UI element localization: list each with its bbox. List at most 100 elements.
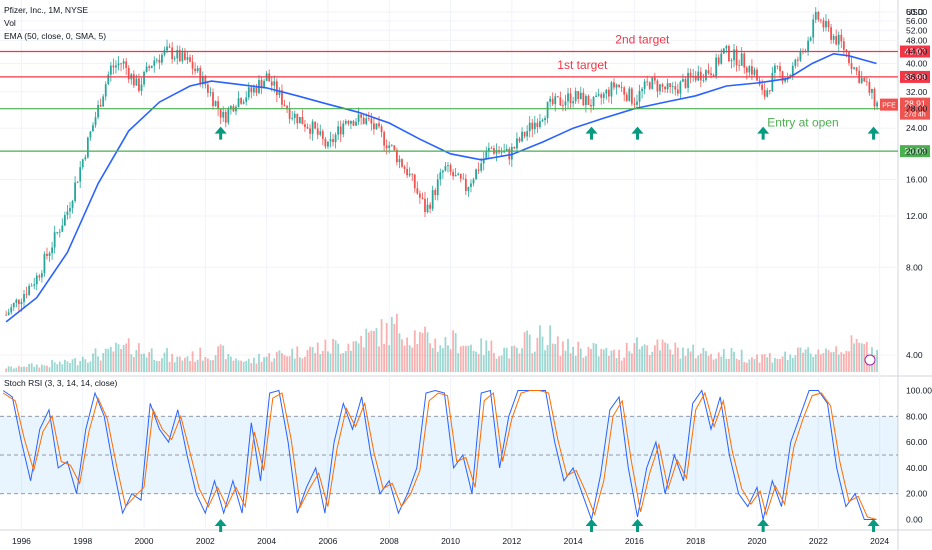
x-tick-label: 2000 [135, 536, 154, 546]
stoch-signal-arrow [757, 519, 770, 532]
volume-bar [615, 358, 618, 372]
candle-body [697, 71, 700, 81]
volume-bar [533, 351, 536, 372]
volume-bar [89, 361, 92, 372]
candle-body [567, 93, 569, 102]
candle-body [117, 63, 120, 66]
volume-bar [505, 348, 508, 372]
candle-body [125, 61, 128, 68]
candle-body [316, 128, 319, 135]
volume-bar [814, 354, 817, 372]
candle-body [89, 131, 92, 138]
volume-bar [173, 362, 176, 372]
candle-body [38, 275, 41, 278]
candle-body [214, 101, 217, 107]
candle-body [212, 92, 214, 107]
volume-bar [304, 356, 306, 372]
candle-body [590, 104, 592, 107]
volume-bar [344, 351, 347, 372]
volume-bar [722, 349, 725, 372]
candle-body [774, 65, 776, 73]
candle-body [138, 78, 140, 91]
volume-bar [390, 316, 393, 372]
stoch-tick-label: 40.00 [906, 463, 928, 473]
candle-body [822, 20, 825, 28]
volume-bar [436, 351, 439, 372]
candle-body [687, 72, 689, 88]
stoch-legend: Stoch RSI (3, 3, 14, 14, close) [4, 378, 118, 388]
candle-body [314, 121, 317, 129]
candle-body [23, 294, 25, 302]
candle-body [832, 36, 835, 40]
candle-body [273, 81, 276, 86]
candle-body [140, 84, 143, 91]
candle-body [281, 90, 283, 105]
candle-body [367, 118, 370, 120]
volume-bar [30, 363, 33, 372]
candle-body [252, 87, 255, 93]
candle-body [572, 101, 575, 104]
stoch-signal-arrow [631, 519, 644, 532]
candle-body [109, 65, 112, 75]
candle-body [633, 103, 636, 105]
candle-body [350, 121, 352, 124]
level-price-text: 43.97 [904, 47, 926, 57]
candle-body [247, 87, 250, 98]
volume-bar [822, 352, 825, 372]
candle-body [513, 147, 516, 149]
stoch-rsi-pane [0, 389, 898, 522]
candle-body [304, 124, 306, 128]
volume-bar [424, 326, 426, 372]
volume-bar [510, 346, 513, 372]
volume-bar [347, 343, 350, 372]
volume-bar [184, 357, 186, 372]
volume-bar [676, 347, 679, 372]
volume-bar [597, 356, 600, 372]
volume-bar [605, 347, 608, 372]
candle-body [761, 84, 764, 90]
candle-body [191, 61, 194, 69]
volume-bar [513, 345, 516, 372]
candle-body [145, 66, 148, 72]
volume-bar [837, 354, 840, 372]
candle-body [424, 198, 426, 213]
volume-bar [48, 367, 51, 372]
x-tick-label: 2018 [686, 536, 705, 546]
volume-bar [712, 359, 715, 372]
candle-body [715, 57, 718, 77]
volume-bar [472, 350, 475, 372]
volume-bar [641, 346, 643, 372]
candle-body [853, 67, 855, 69]
candle-body [69, 208, 71, 212]
chart-title: Pfizer, Inc., 1M, NYSE [4, 5, 89, 15]
volume-bar [125, 343, 128, 372]
candle-body [487, 147, 490, 152]
volume-bar [393, 323, 396, 372]
volume-bar [791, 358, 794, 372]
candle-body [562, 105, 564, 107]
volume-bar [485, 340, 488, 372]
y-tick-label: 60.00 [906, 7, 928, 17]
volume-bar [301, 358, 304, 372]
volume-bar [324, 339, 327, 372]
volume-bar [63, 359, 66, 372]
candle-body [457, 173, 460, 175]
candle-body [574, 90, 577, 102]
candle-body [582, 92, 585, 106]
volume-bar [771, 362, 774, 372]
candle-body [155, 59, 158, 61]
candle-body [327, 141, 329, 147]
volume-bar [832, 352, 835, 372]
volume-bar [725, 358, 728, 372]
volume-bar [431, 348, 434, 372]
volume-bar [281, 353, 283, 372]
volume-bar [58, 361, 61, 372]
stoch-signal-arrow [867, 519, 880, 532]
volume-bar [459, 346, 462, 372]
candle-body [625, 94, 628, 101]
candle-body [623, 87, 626, 95]
level-label: Entry at open [767, 116, 838, 130]
volume-bar [275, 351, 278, 372]
stoch-tick-label: 20.00 [906, 489, 928, 499]
